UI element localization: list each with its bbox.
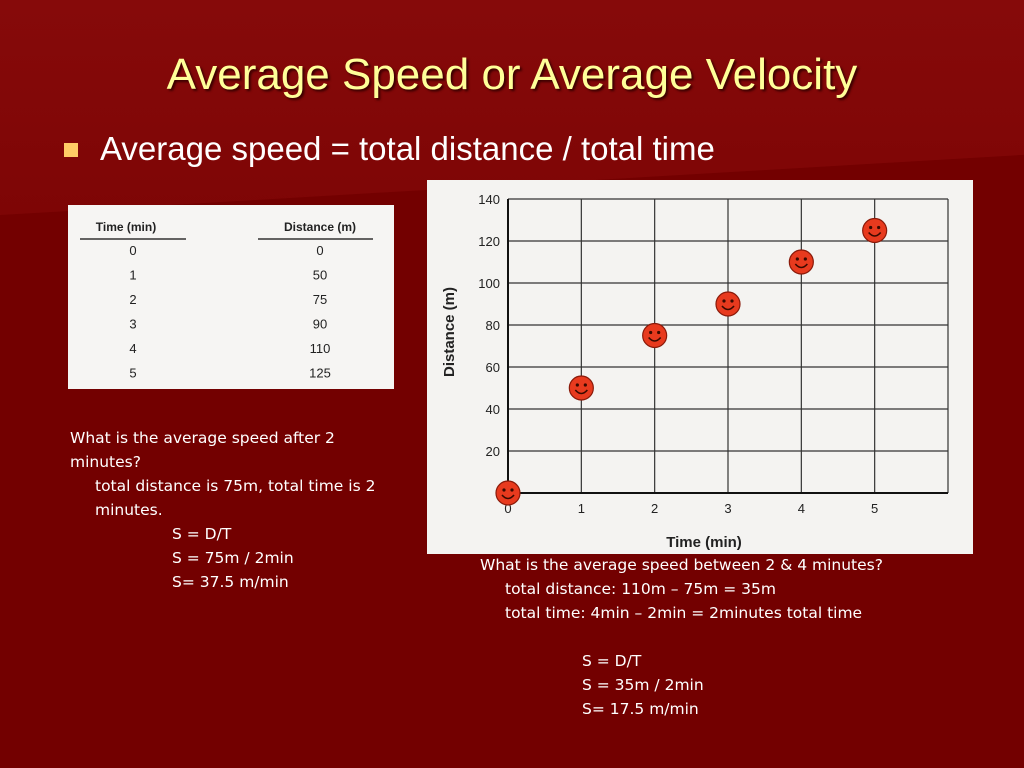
table-cell-distance: 110 <box>310 341 331 356</box>
table-cell-time: 4 <box>129 341 136 356</box>
table-svg: Time (min) Distance (m) 0 0 1 50 2 75 3 90 4 110 5… <box>80 220 373 381</box>
table-cell-time: 0 <box>129 243 136 258</box>
bullet-text: Average speed = total distance / total t… <box>100 130 715 167</box>
y-axis-label: Distance (m) <box>441 287 458 377</box>
left-line1: total distance is 75m, total time is 2 m… <box>95 477 376 519</box>
table-cell-distance: 50 <box>313 268 327 283</box>
left-question: What is the average speed after 2 minute… <box>70 429 335 471</box>
y-tick-label: 20 <box>486 444 500 459</box>
distance-time-chart: 0 1 2 3 4 5 20 40 60 80 100 120 140 Time (min) Dista… <box>427 180 973 554</box>
table-cell-distance: 75 <box>313 292 327 307</box>
y-tick-label: 60 <box>486 360 500 375</box>
right-line1: total distance: 110m – 75m = 35m <box>505 580 776 598</box>
table-cell-distance: 125 <box>309 366 331 381</box>
x-tick-label: 1 <box>578 501 585 516</box>
y-tick-label: 140 <box>478 192 500 207</box>
y-tick-label: 100 <box>478 276 500 291</box>
left-formula-3: S= 37.5 m/min <box>172 573 289 591</box>
smiley-point-icon <box>495 480 521 506</box>
spacer <box>480 625 1000 649</box>
chart-points <box>495 217 888 506</box>
smiley-point-icon <box>568 375 594 401</box>
x-tick-label: 5 <box>871 501 878 516</box>
table-cell-distance: 90 <box>313 317 327 332</box>
left-formula-2: S = 75m / 2min <box>172 549 294 567</box>
table-cell-time: 3 <box>129 317 136 332</box>
x-axis-label: Time (min) <box>666 534 742 551</box>
chart-axes <box>507 199 948 494</box>
right-formula-1: S = D/T <box>582 652 642 670</box>
y-tick-label: 120 <box>478 234 500 249</box>
right-formula-2: S = 35m / 2min <box>582 676 704 694</box>
left-formula-1: S = D/T <box>172 525 232 543</box>
x-tick-label: 3 <box>724 501 731 516</box>
x-tick-label: 2 <box>651 501 658 516</box>
right-question: What is the average speed between 2 & 4 … <box>480 556 883 574</box>
chart-svg: 0 1 2 3 4 5 20 40 60 80 100 120 140 Time (min) Dista… <box>441 192 949 551</box>
table-cell-time: 1 <box>129 268 136 283</box>
smiley-point-icon <box>788 249 814 275</box>
smiley-point-icon <box>642 322 668 349</box>
right-line2: total time: 4min – 2min = 2minutes total… <box>505 604 863 622</box>
x-tick-label: 4 <box>798 501 805 516</box>
right-formula-3: S= 17.5 m/min <box>582 700 699 718</box>
left-explanation: What is the average speed after 2 minute… <box>70 426 390 594</box>
table-header-distance: Distance (m) <box>284 220 356 234</box>
smiley-point-icon <box>862 217 888 244</box>
table-cell-time: 2 <box>129 292 136 307</box>
table-rows: 0 0 1 50 2 75 3 90 4 110 5 125 <box>129 243 330 381</box>
slide-title: Average Speed or Average Velocity <box>166 50 858 99</box>
x-tick-label: 0 <box>504 501 511 516</box>
right-explanation: What is the average speed between 2 & 4 … <box>480 553 1000 721</box>
smiley-point-icon <box>715 291 741 317</box>
chart-grid <box>508 198 949 493</box>
y-tick-label: 80 <box>486 318 500 333</box>
y-tick-label: 40 <box>486 402 500 417</box>
bullet-square-icon <box>64 143 78 157</box>
distance-time-table: Time (min) Distance (m) 0 0 1 50 2 75 3 90 4 110 5… <box>68 205 394 389</box>
chart-tick-labels: 0 1 2 3 4 5 20 40 60 80 100 120 140 <box>478 192 878 516</box>
table-header-time: Time (min) <box>96 220 156 234</box>
table-cell-time: 5 <box>129 366 136 381</box>
table-cell-distance: 0 <box>316 243 323 258</box>
